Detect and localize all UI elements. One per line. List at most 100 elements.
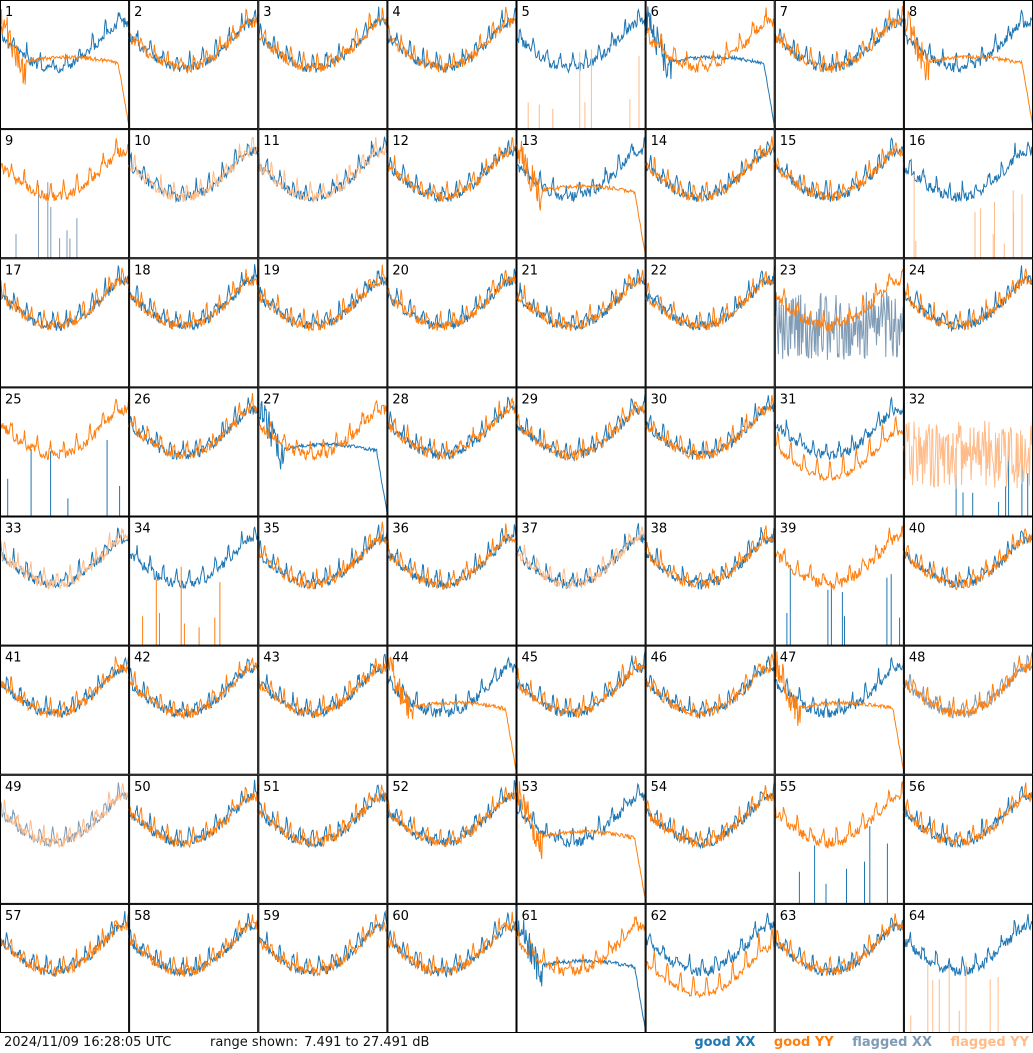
panel-number-22: 22 bbox=[651, 263, 668, 278]
panel-number-61: 61 bbox=[522, 909, 539, 924]
panel-23: 23 bbox=[774, 258, 905, 388]
series-xx-56 bbox=[903, 786, 1033, 849]
panel-border-15 bbox=[774, 129, 904, 259]
panel-number-30: 30 bbox=[651, 392, 668, 407]
panel-number-40: 40 bbox=[909, 522, 926, 537]
panel-number-45: 45 bbox=[522, 651, 539, 666]
series-yy-45 bbox=[516, 655, 647, 718]
panel-border-13 bbox=[516, 129, 646, 259]
panel-number-43: 43 bbox=[263, 651, 280, 666]
panel-border-54 bbox=[645, 774, 775, 904]
series-yy-18 bbox=[128, 267, 259, 330]
series-xx-39 bbox=[786, 564, 901, 646]
panel-43: 43 bbox=[257, 645, 388, 775]
series-yy-22 bbox=[645, 271, 776, 331]
series-xx-27 bbox=[257, 391, 388, 515]
series-xx-31 bbox=[774, 396, 905, 460]
series-yy-36 bbox=[386, 523, 517, 590]
panel-number-16: 16 bbox=[909, 134, 926, 149]
series-xx-37 bbox=[516, 523, 647, 590]
panel-38: 38 bbox=[645, 516, 776, 646]
panel-border-30 bbox=[645, 387, 775, 517]
series-yy-58 bbox=[128, 914, 259, 977]
panel-41: 41 bbox=[0, 645, 130, 775]
series-xx-10 bbox=[128, 143, 259, 204]
panel-56: 56 bbox=[903, 774, 1033, 904]
series-xx-6 bbox=[645, 6, 776, 128]
series-yy-20 bbox=[386, 269, 517, 331]
series-xx-25 bbox=[7, 440, 121, 517]
panel-border-28 bbox=[387, 387, 517, 517]
series-yy-39 bbox=[774, 525, 905, 591]
panel-47: 47 bbox=[774, 645, 905, 775]
panel-border-34 bbox=[129, 516, 259, 646]
panel-number-49: 49 bbox=[5, 780, 22, 795]
series-xx-21 bbox=[516, 268, 646, 331]
panel-border-58 bbox=[129, 903, 259, 1033]
panel-border-20 bbox=[387, 258, 517, 388]
panel-number-8: 8 bbox=[909, 5, 917, 20]
series-yy-13 bbox=[516, 140, 647, 256]
series-xx-54 bbox=[645, 782, 776, 850]
panel-number-57: 57 bbox=[5, 909, 22, 924]
panel-10: 10 bbox=[128, 129, 259, 259]
series-yy-26 bbox=[128, 392, 259, 460]
panel-63: 63 bbox=[774, 903, 905, 1033]
panel-border-22 bbox=[645, 258, 775, 388]
series-yy-10 bbox=[128, 137, 259, 202]
panel-border-9 bbox=[0, 129, 130, 259]
panel-28: 28 bbox=[386, 387, 517, 517]
panel-number-18: 18 bbox=[134, 263, 151, 278]
series-xx-43 bbox=[257, 653, 388, 718]
panel-number-51: 51 bbox=[263, 780, 280, 795]
timestamp: 2024/11/09 16:28:05 UTC bbox=[4, 1035, 172, 1050]
series-yy-50 bbox=[128, 783, 259, 849]
panel-2: 2 bbox=[128, 0, 259, 130]
panel-border-55 bbox=[774, 774, 904, 904]
series-yy-37 bbox=[516, 526, 647, 590]
panel-border-44 bbox=[387, 645, 517, 775]
series-yy-48 bbox=[903, 651, 1033, 718]
series-xx-7 bbox=[774, 8, 905, 73]
panel-number-20: 20 bbox=[392, 263, 409, 278]
panel-number-13: 13 bbox=[522, 134, 539, 149]
panel-number-58: 58 bbox=[134, 909, 151, 924]
series-yy-23 bbox=[774, 268, 905, 332]
series-yy-30 bbox=[645, 394, 776, 461]
panel-33: 33 bbox=[0, 516, 130, 646]
series-yy-12 bbox=[386, 137, 517, 203]
panel-1: 1 bbox=[0, 0, 130, 130]
panel-number-21: 21 bbox=[522, 263, 539, 278]
panel-17: 17 bbox=[0, 258, 130, 388]
series-yy-53 bbox=[516, 777, 647, 902]
panel-13: 13 bbox=[516, 129, 647, 259]
panel-62: 62 bbox=[645, 903, 776, 1033]
panel-border-57 bbox=[0, 903, 130, 1033]
panel-border-50 bbox=[129, 774, 259, 904]
panel-border-27 bbox=[258, 387, 388, 517]
panel-number-6: 6 bbox=[651, 5, 659, 20]
panel-border-8 bbox=[903, 0, 1033, 130]
series-yy-33 bbox=[0, 528, 130, 590]
panel-border-12 bbox=[387, 129, 517, 259]
panel-35: 35 bbox=[257, 516, 388, 646]
panel-61: 61 bbox=[516, 903, 647, 1033]
series-yy-24 bbox=[903, 268, 1033, 331]
panel-46: 46 bbox=[645, 645, 776, 775]
panel-6: 6 bbox=[645, 0, 776, 130]
panel-border-37 bbox=[516, 516, 646, 646]
panel-border-36 bbox=[387, 516, 517, 646]
panel-51: 51 bbox=[257, 774, 388, 904]
panel-border-6 bbox=[645, 0, 775, 130]
series-yy-29 bbox=[516, 401, 647, 462]
panel-25: 25 bbox=[0, 387, 130, 517]
series-xx-59 bbox=[257, 910, 388, 977]
series-yy-52 bbox=[386, 786, 517, 848]
panel-border-23 bbox=[774, 258, 904, 388]
chart-footer: 2024/11/09 16:28:05 UTC range shown: 7.49… bbox=[0, 1033, 1033, 1053]
series-yy-1 bbox=[0, 2, 130, 128]
panel-number-26: 26 bbox=[134, 392, 151, 407]
panel-number-27: 27 bbox=[263, 392, 280, 407]
legend-flagged-yy: flagged YY bbox=[950, 1035, 1030, 1050]
panel-number-42: 42 bbox=[134, 651, 151, 666]
